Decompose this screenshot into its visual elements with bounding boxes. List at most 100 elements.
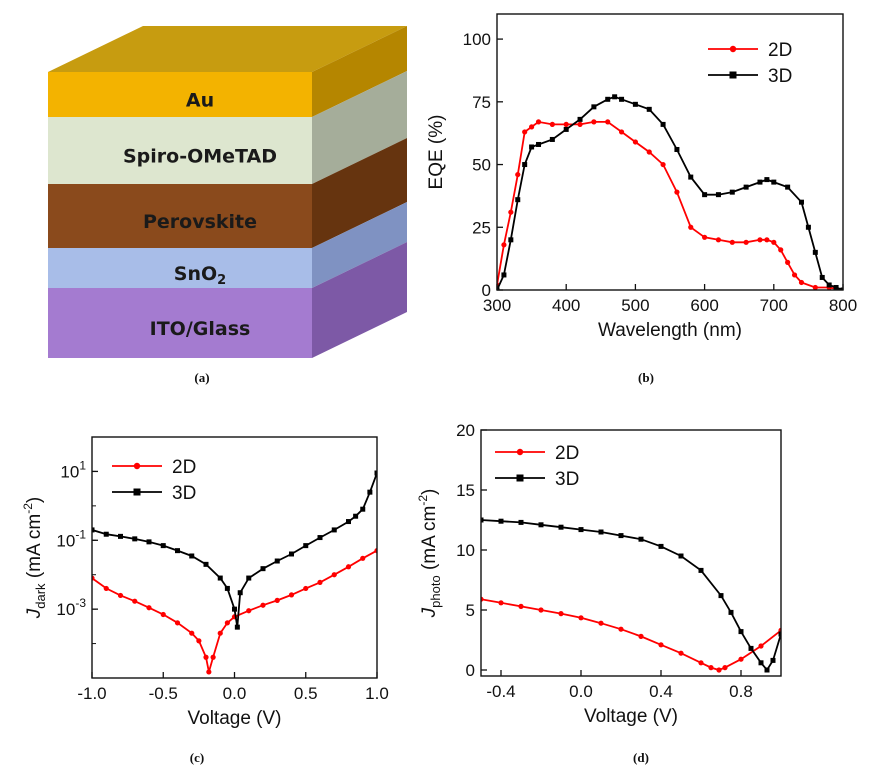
point-3D (289, 551, 294, 557)
series-line-3D (481, 519, 781, 672)
point-3D (658, 543, 664, 549)
legend-marker-3D (516, 474, 524, 482)
point-2D (501, 242, 507, 248)
point-2D (206, 669, 212, 675)
point-2D (529, 124, 535, 130)
point-3D (175, 548, 180, 554)
point-3D (729, 189, 735, 195)
point-2D (224, 620, 230, 626)
point-3D (103, 531, 109, 537)
x-axis-label: Voltage (V) (584, 706, 678, 727)
x-tick-label: 800 (829, 296, 857, 315)
point-3D (678, 553, 684, 559)
point-2D (758, 643, 764, 649)
point-3D (632, 101, 638, 107)
point-3D (577, 116, 583, 122)
point-2D (729, 239, 735, 245)
y-tick-label: 10 (456, 541, 475, 560)
plot-frame (91, 436, 378, 679)
layer-label-1: Spiro-OMeTAD (123, 146, 277, 168)
point-3D (728, 609, 734, 615)
series-2D (497, 119, 843, 290)
point-3D (688, 174, 694, 180)
point-2D (605, 119, 611, 125)
point-2D (331, 572, 337, 578)
point-2D (738, 656, 744, 662)
photocurrent-chart: -0.4 0.0 0.4 0.8 0 5 10 15 20 Voltage (V) Jphoto (… (416, 421, 782, 765)
x-tick-label: -1.0 (77, 684, 106, 703)
x-tick-label: 300 (483, 296, 511, 315)
x-tick-label: 0.0 (223, 684, 247, 703)
layer-front-2 (48, 184, 312, 248)
point-3D (303, 543, 309, 549)
point-2D (638, 633, 644, 640)
legend-marker-2D (133, 462, 141, 470)
point-3D (770, 657, 776, 663)
point-3D (260, 566, 266, 572)
y-tick-label: 5 (466, 601, 475, 620)
point-3D (331, 527, 337, 533)
point-2D (778, 247, 784, 253)
point-2D (646, 149, 652, 155)
point-2D (698, 660, 704, 666)
point-2D (117, 592, 124, 599)
point-3D (764, 667, 770, 673)
point-3D (558, 524, 564, 530)
series-line-3D (497, 95, 843, 290)
series-3D (497, 94, 843, 290)
point-3D (189, 553, 195, 559)
point-2D (715, 237, 722, 243)
point-3D (497, 287, 500, 290)
point-3D (826, 282, 832, 288)
point-3D (715, 192, 721, 198)
x-tick-label: -0.5 (149, 684, 178, 703)
y-tick-label: 10-3 (56, 596, 86, 619)
point-2D (260, 602, 266, 608)
y-tick-label: 10-1 (56, 527, 86, 550)
legend-label-3D: 3D (768, 66, 792, 87)
point-2D (360, 555, 366, 561)
point-3D (771, 179, 777, 185)
point-3D (518, 519, 524, 525)
point-3D (778, 631, 781, 637)
point-2D (632, 139, 639, 145)
point-3D (224, 585, 230, 591)
point-2D (798, 279, 805, 286)
point-2D (303, 585, 309, 592)
point-3D (508, 237, 514, 243)
point-2D (708, 665, 714, 671)
point-2D (722, 665, 728, 671)
point-3D (367, 489, 373, 495)
point-3D (360, 506, 366, 512)
point-2D (160, 611, 166, 618)
point-3D (203, 561, 209, 567)
point-3D (598, 529, 604, 535)
point-2D (791, 272, 798, 278)
point-2D (508, 209, 514, 215)
layer-side-4 (312, 242, 407, 358)
point-3D (515, 197, 521, 203)
point-3D (702, 192, 708, 198)
panel-label: (d) (633, 750, 649, 765)
point-3D (758, 660, 764, 666)
point-2D (345, 564, 352, 570)
point-2D (203, 654, 209, 660)
y-tick-label: 15 (456, 481, 475, 500)
point-2D (674, 189, 680, 195)
y-axis-label: Jphoto (mA cm-2) (416, 489, 443, 619)
point-3D (498, 518, 504, 524)
y-tick-label: 101 (60, 458, 86, 481)
dark-current-chart: -1.0 -0.5 0.0 0.5 1.0 10-3 10-1 101 Voltage (V) J… (21, 436, 389, 765)
point-2D (618, 626, 624, 632)
y-tick-label: 25 (472, 218, 491, 237)
point-2D (535, 119, 542, 125)
series-line-2D (497, 120, 843, 290)
point-3D (812, 249, 818, 255)
layer-side-2 (312, 138, 407, 248)
legend-marker-2D (516, 448, 524, 456)
x-tick-label: 0.4 (649, 682, 673, 701)
legend-label-2D: 2D (555, 443, 579, 464)
legend-label-2D: 2D (172, 457, 196, 478)
point-3D (591, 104, 597, 110)
point-2D (702, 234, 708, 240)
